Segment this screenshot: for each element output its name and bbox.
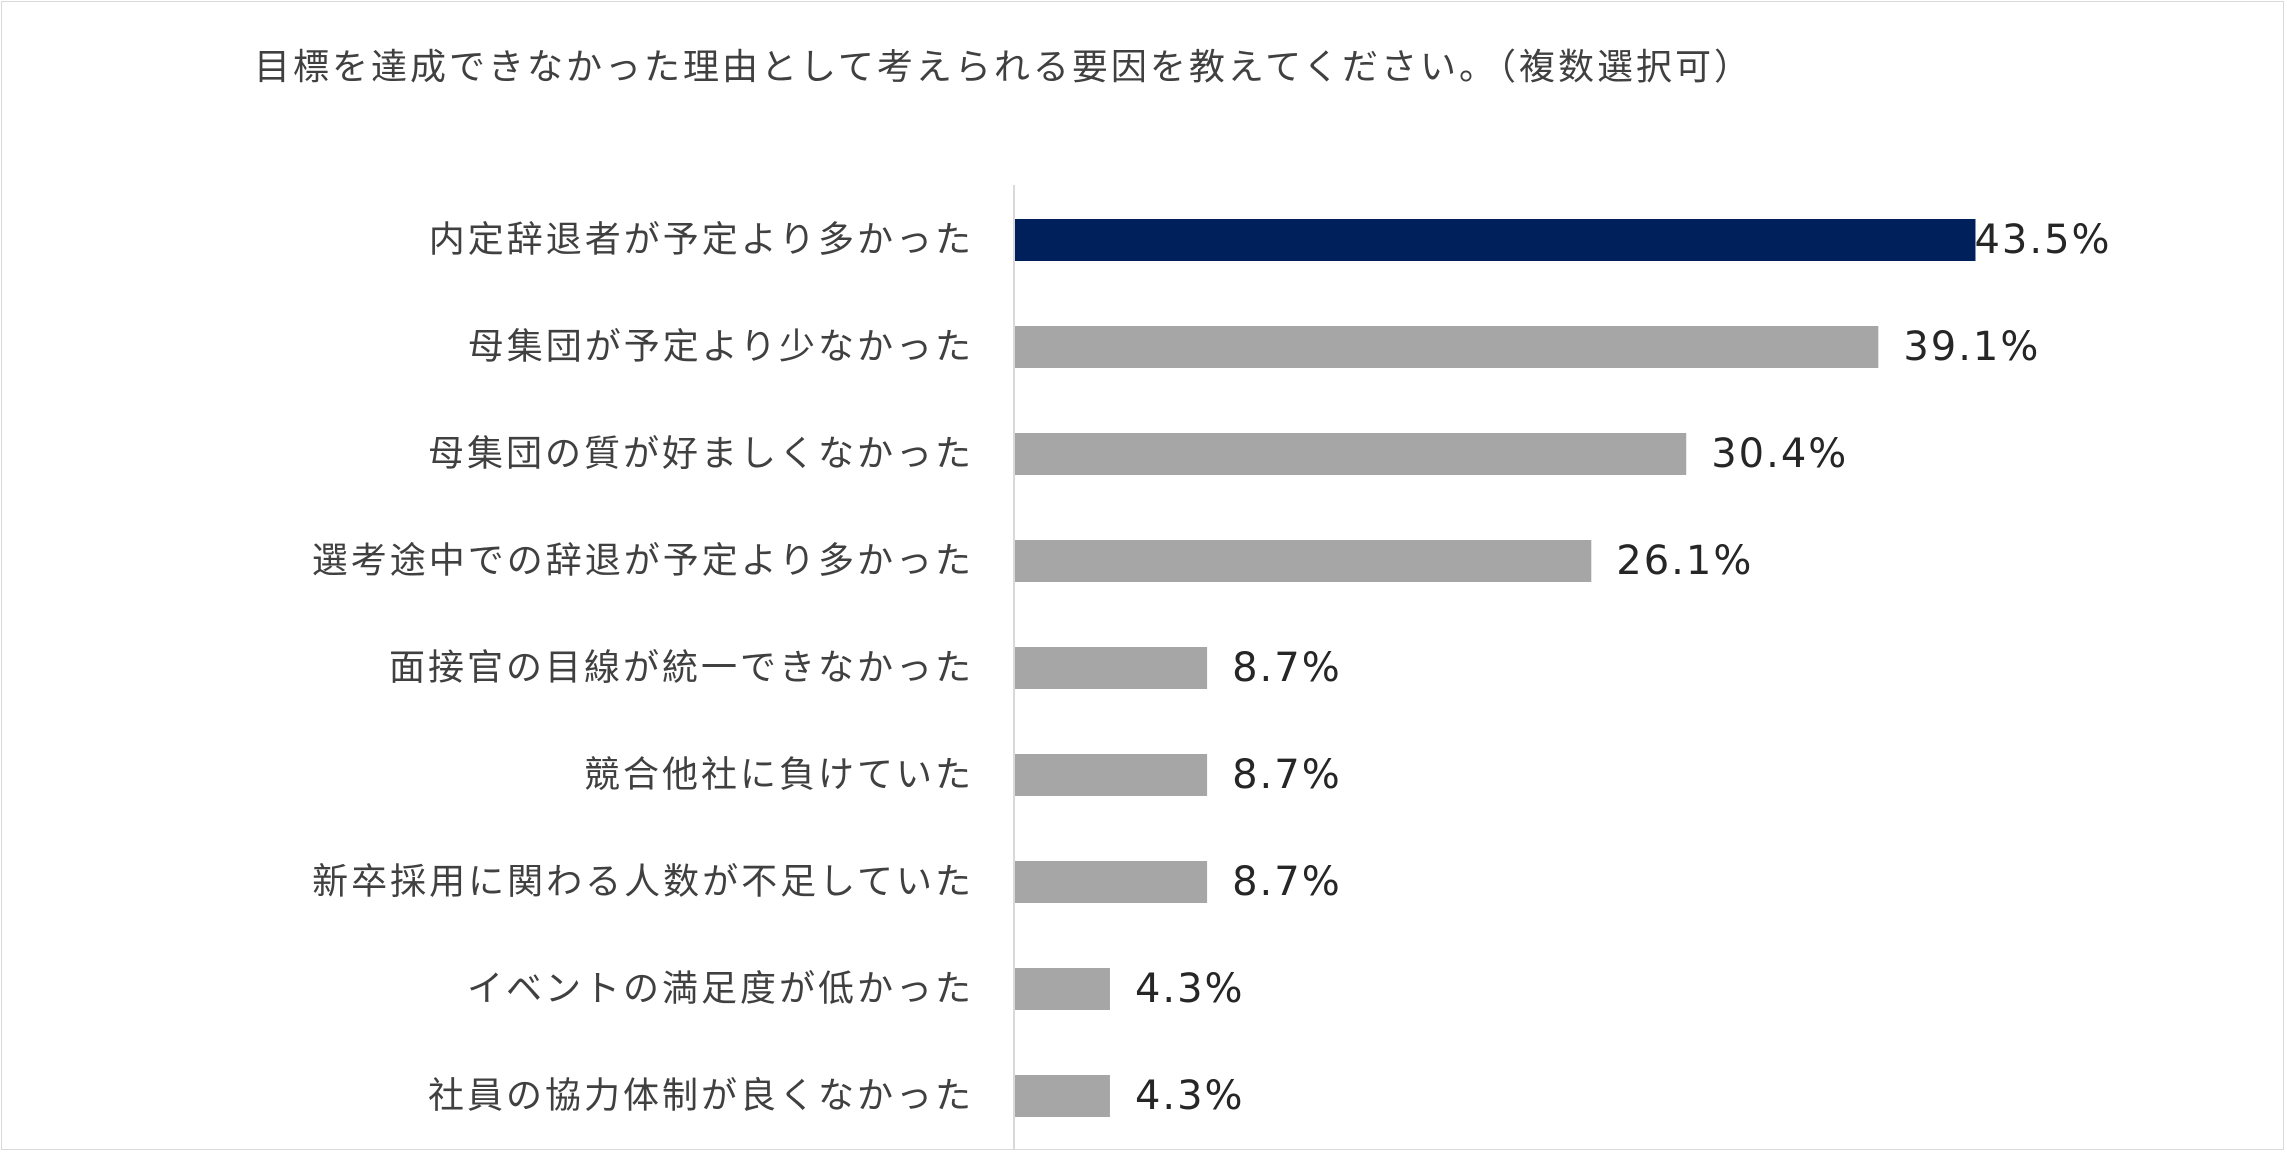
value-label: 4.3% bbox=[1135, 966, 1245, 1012]
category-label: 母集団の質が好ましくなかった bbox=[428, 434, 974, 475]
chart-title: 目標を達成できなかった理由として考えられる要因を教えてください。（複数選択可） bbox=[254, 47, 1754, 88]
bar bbox=[1015, 326, 1879, 368]
category-label: イベントの満足度が低かった bbox=[467, 969, 974, 1010]
category-label: 母集団が予定より少なかった bbox=[468, 327, 974, 368]
bar bbox=[1015, 1075, 1110, 1117]
value-label: 26.1% bbox=[1616, 538, 1753, 584]
value-label: 4.3% bbox=[1135, 1073, 1245, 1119]
bar bbox=[1015, 219, 1976, 261]
category-label: 新卒採用に関わる人数が不足していた bbox=[312, 862, 974, 903]
category-label: 競合他社に負けていた bbox=[584, 755, 974, 796]
bar bbox=[1015, 861, 1208, 903]
value-label: 39.1% bbox=[1903, 324, 2040, 370]
bar bbox=[1015, 968, 1110, 1010]
bar bbox=[1015, 754, 1208, 796]
bar bbox=[1015, 433, 1687, 475]
value-label: 8.7% bbox=[1232, 752, 1342, 798]
bar bbox=[1015, 540, 1592, 582]
category-label: 社員の協力体制が良くなかった bbox=[428, 1076, 974, 1117]
category-label: 選考途中での辞退が予定より多かった bbox=[312, 541, 974, 582]
category-label: 内定辞退者が予定より多かった bbox=[429, 220, 974, 261]
value-label: 8.7% bbox=[1232, 859, 1342, 905]
value-label: 8.7% bbox=[1232, 645, 1342, 691]
value-label: 30.4% bbox=[1711, 431, 1848, 477]
category-label: 面接官の目線が統一できなかった bbox=[389, 648, 974, 689]
value-label: 43.5% bbox=[1974, 217, 2111, 263]
bar bbox=[1015, 647, 1208, 689]
